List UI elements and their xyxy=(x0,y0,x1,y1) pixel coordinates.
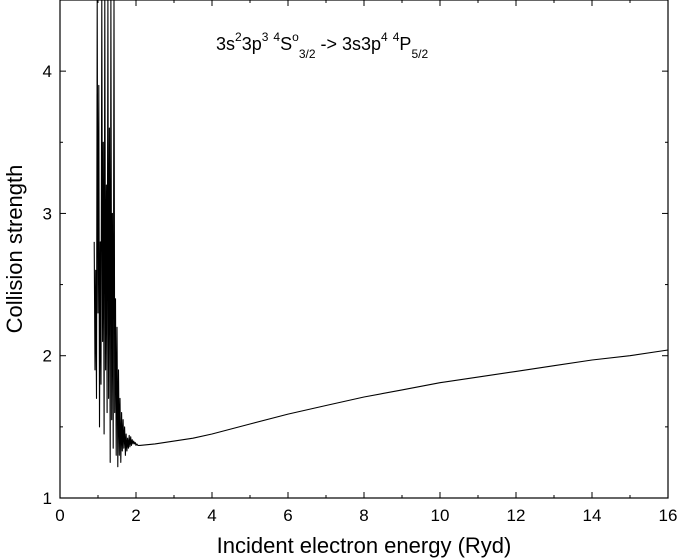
y-tick-label: 3 xyxy=(43,204,52,223)
x-axis-ticks: 0 2 4 6 8 10 12 14 16 xyxy=(55,0,677,525)
x-axis-title: Incident electron energy (Ryd) xyxy=(217,533,512,558)
x-tick-label: 16 xyxy=(659,506,678,525)
x-tick-label: 10 xyxy=(431,506,450,525)
x-tick-label: 6 xyxy=(283,506,292,525)
series-line-0 xyxy=(93,0,669,468)
transition-annotation: 3s23p3 4So3/2 -> 3s3p4 4P5/2 xyxy=(216,30,428,61)
x-tick-label: 2 xyxy=(131,506,140,525)
x-tick-label: 8 xyxy=(359,506,368,525)
y-tick-label: 4 xyxy=(43,62,52,81)
y-axis-title: Collision strength xyxy=(2,165,27,334)
x-tick-label: 0 xyxy=(55,506,64,525)
x-tick-label: 4 xyxy=(207,506,216,525)
y-axis-ticks: 1 2 3 4 xyxy=(43,62,668,508)
y-tick-label: 1 xyxy=(43,489,52,508)
x-tick-label: 12 xyxy=(507,506,526,525)
plot-frame xyxy=(59,0,669,499)
series-lines xyxy=(93,0,669,468)
y-tick-label: 2 xyxy=(43,347,52,366)
x-tick-label: 14 xyxy=(583,506,602,525)
